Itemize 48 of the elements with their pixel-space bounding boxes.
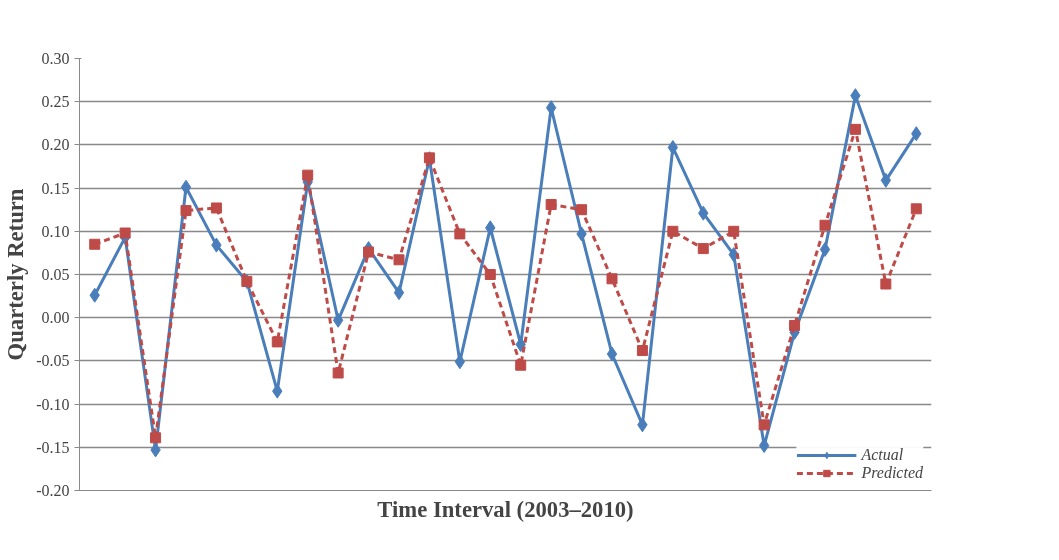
point [89, 238, 101, 250]
point [545, 199, 557, 211]
y-tick-label: -0.10 [36, 395, 70, 413]
point [576, 204, 588, 216]
point [484, 269, 496, 280]
y-tick-label: -0.15 [36, 438, 70, 456]
point [393, 254, 405, 266]
point [636, 345, 648, 357]
y-axis-title: Quarterly Return [3, 188, 29, 361]
y-tick-label: -0.20 [36, 482, 70, 499]
y-tick-label: 0.15 [41, 179, 70, 197]
y-tick-label: 0.20 [41, 136, 70, 154]
point [210, 202, 222, 214]
point [880, 172, 892, 188]
point [454, 228, 466, 240]
point [910, 203, 922, 215]
point [697, 243, 709, 255]
point [332, 367, 344, 379]
point [849, 123, 861, 135]
point [606, 273, 618, 285]
point [180, 205, 192, 217]
point [880, 278, 892, 290]
x-axis-title: Time Interval (2003–2010) [377, 496, 634, 522]
point [393, 285, 405, 301]
point [363, 246, 375, 258]
point [515, 359, 527, 371]
point [819, 241, 831, 257]
point [119, 227, 131, 239]
y-tick-label: 0.30 [41, 50, 70, 67]
y-tick-label: 0.25 [41, 93, 70, 111]
point [302, 169, 314, 181]
legend-label: Actual [861, 446, 904, 464]
y-tick-label: 0.10 [41, 222, 70, 240]
point [332, 312, 344, 328]
point [789, 319, 801, 331]
point [819, 219, 831, 231]
y-tick-label: 0.05 [41, 266, 70, 283]
y-tick-label: 0.00 [41, 309, 70, 327]
point [667, 225, 679, 237]
point [150, 432, 162, 444]
point [606, 346, 618, 362]
y-tick-label: -0.05 [36, 352, 70, 370]
point [728, 225, 740, 237]
point [758, 419, 770, 431]
point [667, 139, 679, 155]
legend-label: Predicted [861, 464, 923, 482]
point [271, 336, 283, 348]
point [180, 179, 192, 195]
